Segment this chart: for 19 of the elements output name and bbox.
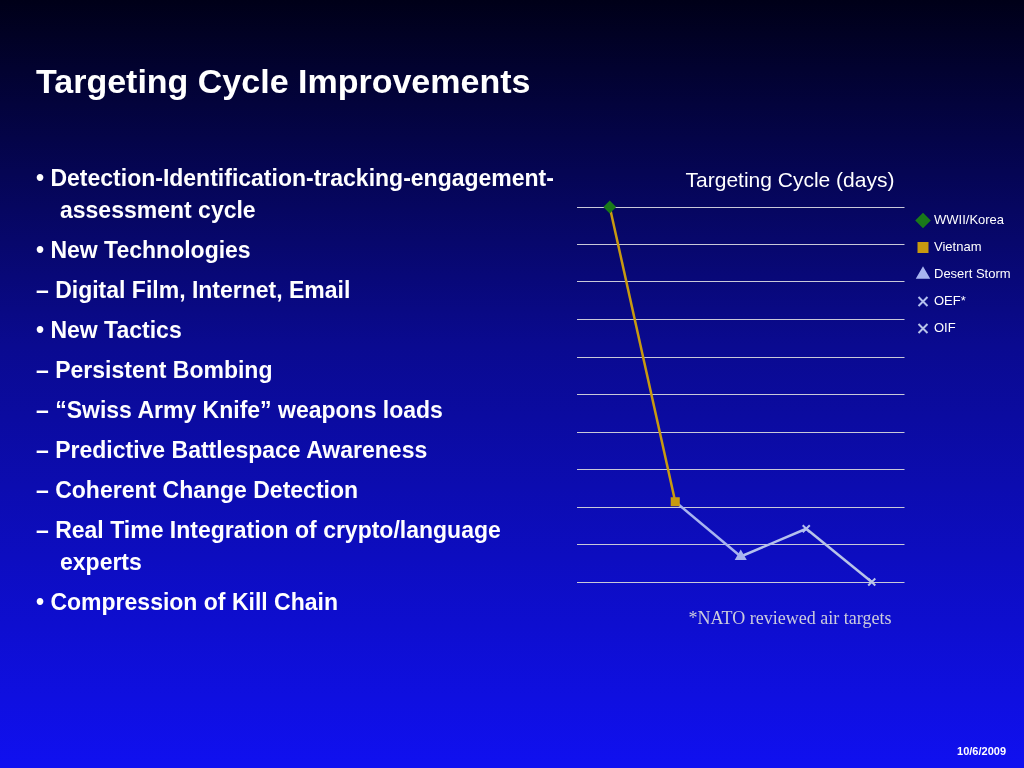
text: • New Technologies bbox=[36, 236, 252, 265]
text: – Persistent Bombing bbox=[36, 356, 274, 385]
text: • New Tactics bbox=[36, 316, 183, 345]
text: • Compression of Kill Chain bbox=[36, 588, 339, 617]
legend-label: WWII/Korea bbox=[934, 212, 1005, 228]
text: Targeting Cycle Improvements bbox=[36, 62, 531, 101]
text: *NATO reviewed air targets bbox=[687, 608, 893, 629]
text: – Coherent Change Detection bbox=[36, 476, 360, 505]
legend-label: OIF bbox=[934, 320, 956, 336]
chart-subtitle: Targeting Cycle (days) bbox=[684, 168, 896, 192]
text: • Detection-Identification-tracking-engagement-assessment cycle bbox=[36, 164, 555, 225]
text: – Real Time Integration of crypto/language experts bbox=[36, 516, 502, 577]
text: – Digital Film, Internet, Email bbox=[36, 276, 352, 305]
text: – “Swiss Army Knife” weapons loads bbox=[36, 396, 444, 425]
legend-label: OEF* bbox=[934, 293, 966, 309]
text: 10/6/2009 bbox=[957, 745, 1006, 757]
legend-label: Vietnam bbox=[934, 239, 982, 255]
text: – Predictive Battlespace Awareness bbox=[36, 436, 429, 465]
legend-label: Desert Storm bbox=[934, 266, 1011, 282]
